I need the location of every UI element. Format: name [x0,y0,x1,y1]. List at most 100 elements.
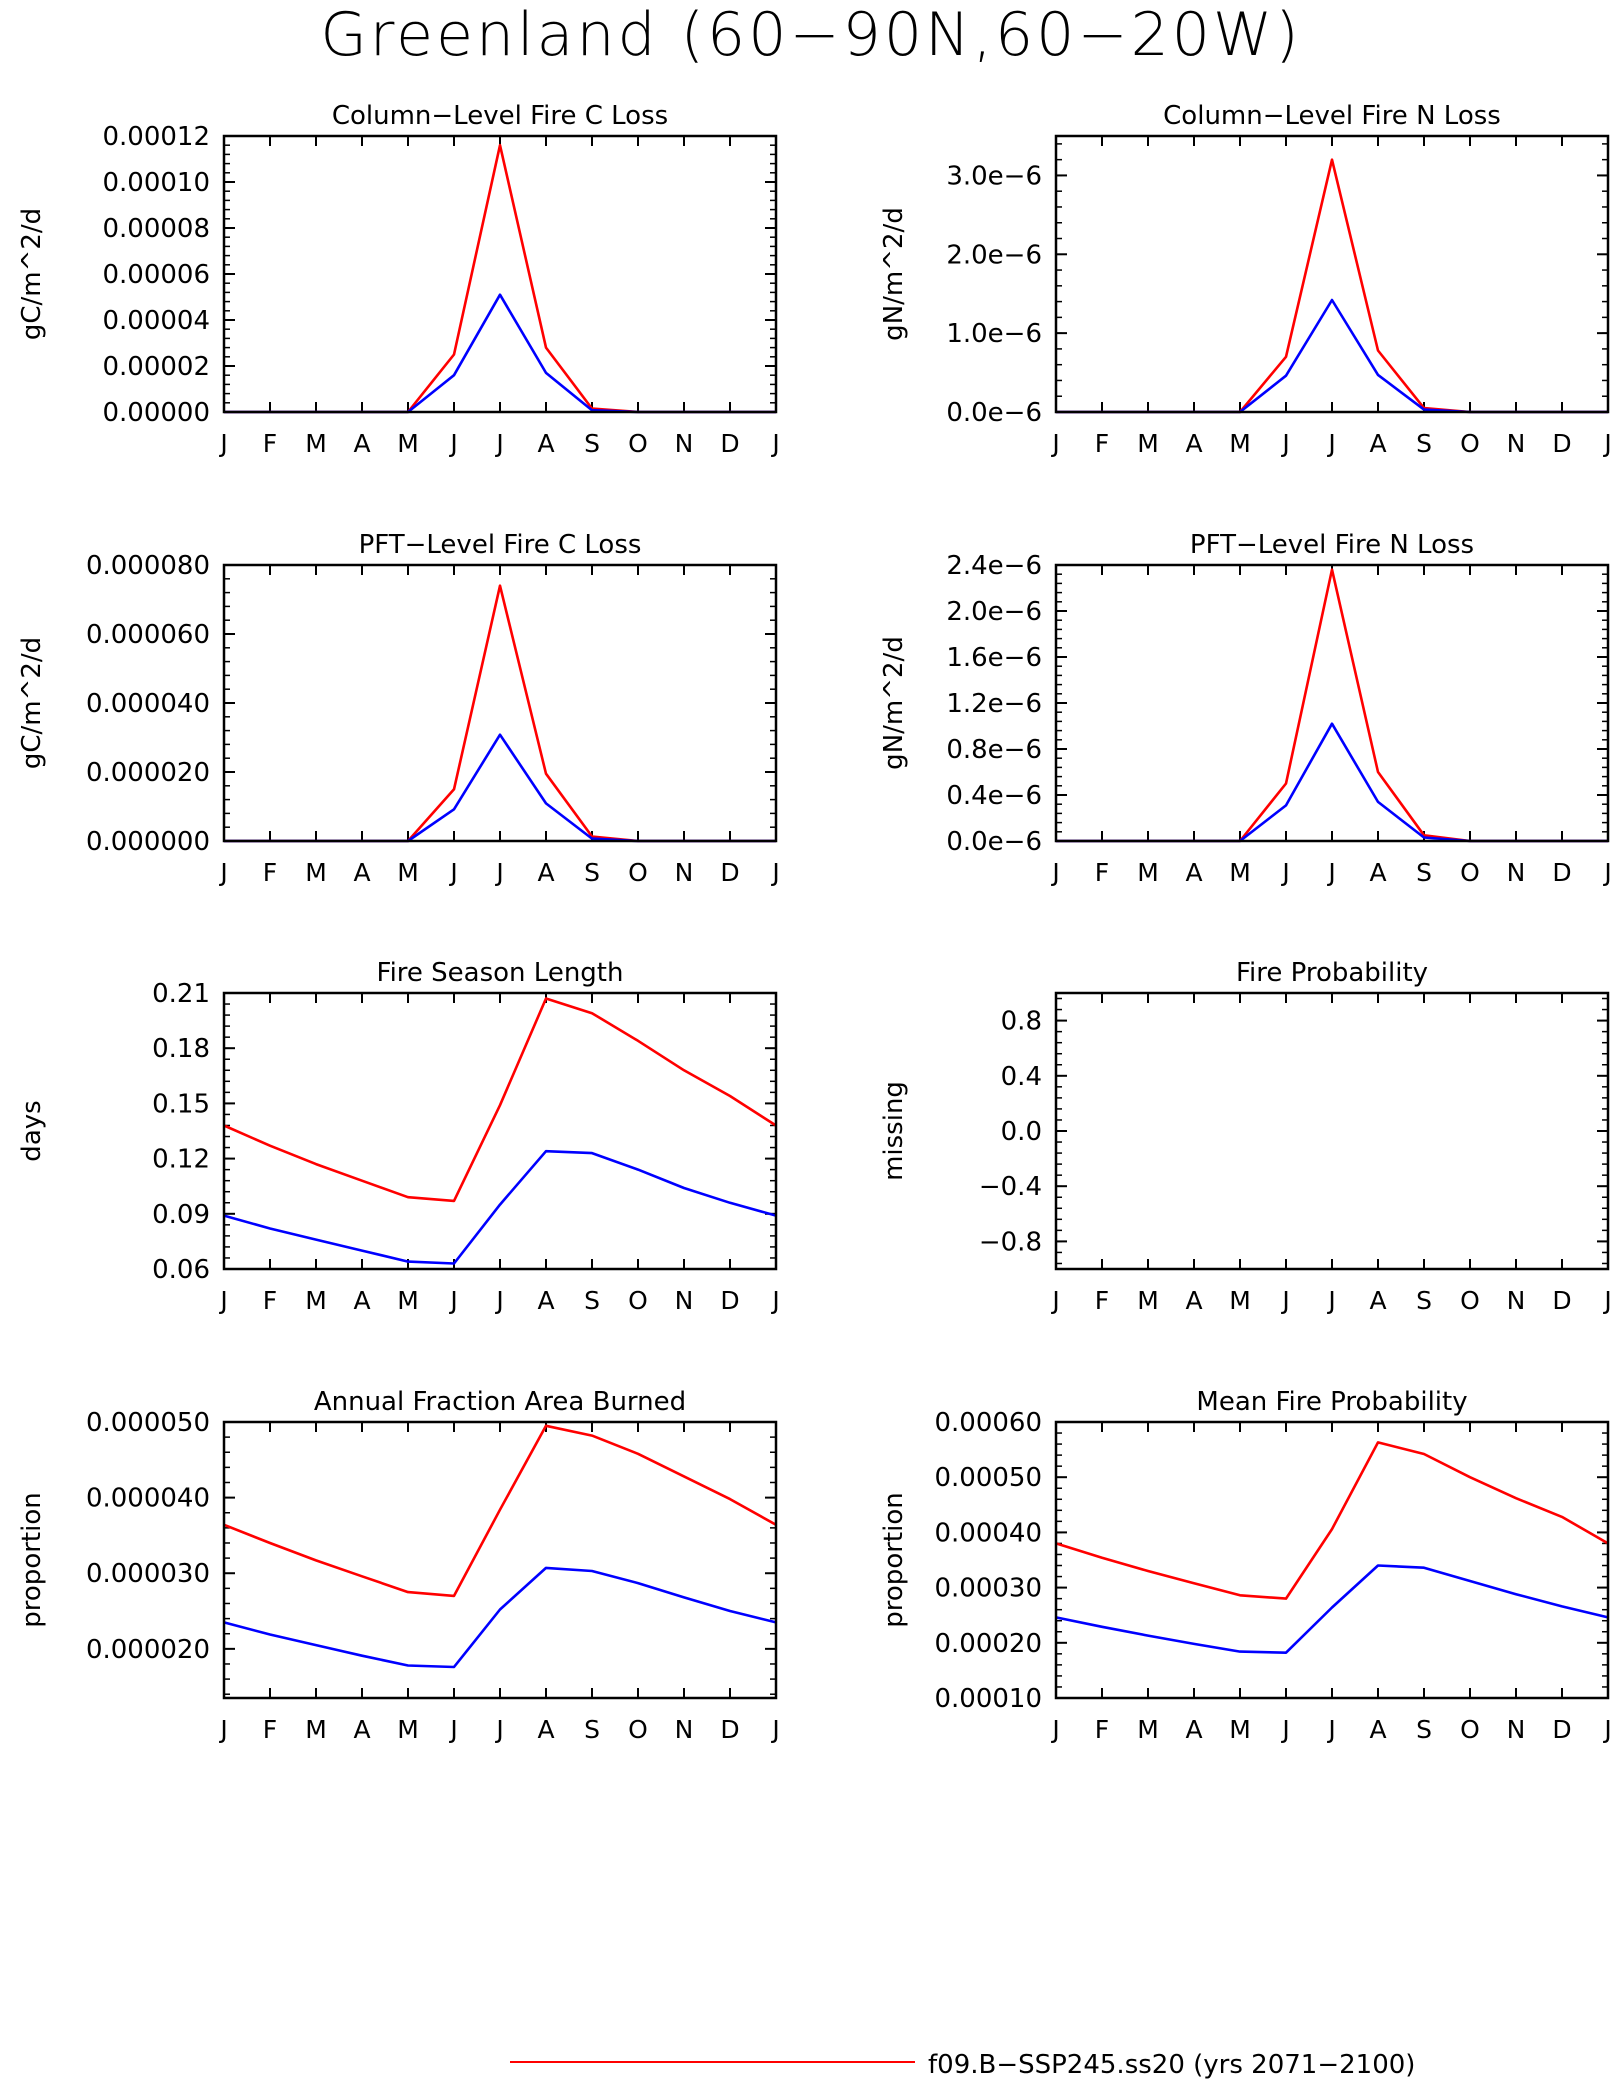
chart-title: PFT−Level Fire N Loss [1190,530,1474,560]
x-tick-label: J [494,1715,503,1744]
y-tick-label: 0.8e−6 [946,735,1042,765]
x-tick-label: J [494,429,503,458]
x-tick-label: D [720,1715,739,1744]
x-tick-label: M [305,429,327,458]
y-axis-label: gC/m^2/d [17,637,47,769]
plot-frame [222,991,778,1271]
x-tick-label: J [1050,1715,1059,1744]
chart-title: PFT−Level Fire C Loss [359,530,642,560]
y-tick-label: 0.000080 [86,551,210,581]
chart-title: Mean Fire Probability [1196,1387,1467,1417]
y-axis-label: proportion [17,1492,47,1627]
chart-title: Fire Season Length [377,958,624,988]
x-tick-label: J [494,1286,503,1315]
chart-title: Column−Level Fire N Loss [1163,101,1501,131]
y-tick-label: 0.06 [152,1255,210,1285]
y-tick-label: 0.000030 [86,1559,210,1589]
x-tick-label: J [1280,1715,1289,1744]
series-line-2 [224,293,776,414]
x-tick-label: A [1369,429,1386,458]
y-tick-label: 0.00030 [934,1574,1042,1604]
y-tick-label: −0.4 [979,1172,1042,1202]
x-tick-label: S [584,1715,600,1744]
x-tick-label: M [1137,1715,1159,1744]
y-tick-label: 0.12 [152,1145,210,1175]
x-tick-label: J [770,429,779,458]
x-tick-label: F [1095,429,1109,458]
x-tick-label: N [675,858,694,887]
series-line-2 [1056,722,1608,843]
y-tick-label: 0.00008 [102,214,210,244]
x-tick-label: J [1602,1286,1611,1315]
x-tick-label: J [1050,858,1059,887]
x-tick-label: M [397,429,419,458]
x-tick-label: J [1602,858,1611,887]
y-tick-label: 1.0e−6 [946,319,1042,349]
y-tick-label: 0.000060 [86,620,210,650]
y-tick-label: 0.00060 [934,1408,1042,1438]
chart-title: Fire Probability [1236,958,1428,988]
x-tick-label: D [720,1286,739,1315]
x-tick-label: N [1507,1715,1526,1744]
x-tick-label: D [1552,1715,1571,1744]
x-tick-label: J [770,1286,779,1315]
series-line-2 [1056,298,1608,414]
x-tick-label: J [494,858,503,887]
y-axis-label: gN/m^2/d [879,636,909,770]
x-tick-label: M [305,1715,327,1744]
x-tick-label: M [1229,429,1251,458]
plot-frame [1054,1420,1610,1700]
x-tick-label: M [1137,858,1159,887]
x-tick-label: O [1460,429,1480,458]
y-tick-label: 0.000020 [86,758,210,788]
y-tick-label: 0.00004 [102,306,210,336]
plot-frame [1054,134,1610,414]
x-tick-label: A [353,1715,370,1744]
x-tick-label: A [1185,1715,1202,1744]
x-tick-label: S [584,858,600,887]
x-tick-label: F [1095,858,1109,887]
series-line-1 [223,1424,777,1598]
y-tick-label: 0.4 [1001,1062,1042,1092]
y-tick-label: 3.0e−6 [946,161,1042,191]
x-tick-label: A [1185,429,1202,458]
y-tick-label: 0.21 [152,979,210,1009]
plot-frame [1054,991,1610,1271]
x-tick-label: A [537,858,554,887]
y-tick-label: 2.0e−6 [946,240,1042,270]
x-tick-label: O [1460,1286,1480,1315]
x-tick-label: A [537,429,554,458]
x-tick-label: A [537,1286,554,1315]
series-line-1 [1056,158,1608,414]
y-axis-label: days [17,1100,47,1161]
x-tick-label: D [1552,429,1571,458]
x-tick-label: O [628,429,648,458]
y-tick-label: 0.000000 [86,827,210,857]
x-tick-label: M [397,1715,419,1744]
x-tick-label: N [675,1286,694,1315]
x-tick-label: S [1416,429,1432,458]
y-tick-label: 0.00050 [934,1463,1042,1493]
y-tick-label: 2.4e−6 [946,551,1042,581]
x-tick-label: D [1552,858,1571,887]
series-line-1 [224,584,776,843]
y-tick-label: 0.000020 [86,1635,210,1665]
x-tick-label: J [1602,429,1611,458]
y-tick-label: 0.00040 [934,1518,1042,1548]
x-tick-label: J [218,429,227,458]
y-tick-label: 0.15 [152,1089,210,1119]
chart-title: Annual Fraction Area Burned [314,1387,686,1417]
x-tick-label: O [628,1715,648,1744]
x-tick-label: M [1137,429,1159,458]
x-tick-label: S [1416,858,1432,887]
y-tick-label: 0.0 [1001,1117,1042,1147]
x-tick-label: F [263,858,277,887]
x-tick-label: J [1602,1715,1611,1744]
